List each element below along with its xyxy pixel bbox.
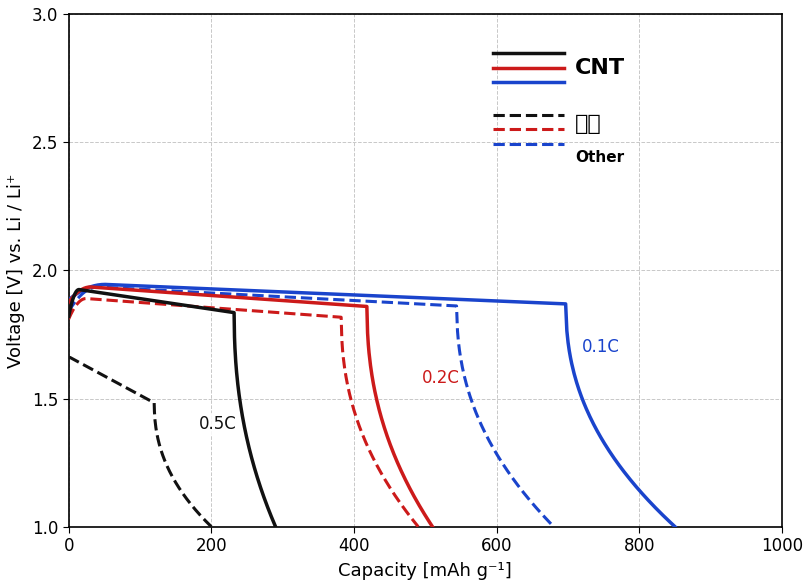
Text: Other: Other — [575, 150, 625, 165]
X-axis label: Capacity [mAh g⁻¹]: Capacity [mAh g⁻¹] — [339, 562, 512, 580]
Text: 他材: 他材 — [575, 114, 602, 134]
Text: 0.1C: 0.1C — [582, 338, 620, 356]
Text: 0.5C: 0.5C — [198, 415, 237, 433]
Y-axis label: Voltage [V] vs. Li / Li⁺: Voltage [V] vs. Li / Li⁺ — [7, 173, 25, 367]
Text: 0.2C: 0.2C — [422, 369, 459, 387]
Text: CNT: CNT — [575, 58, 625, 78]
